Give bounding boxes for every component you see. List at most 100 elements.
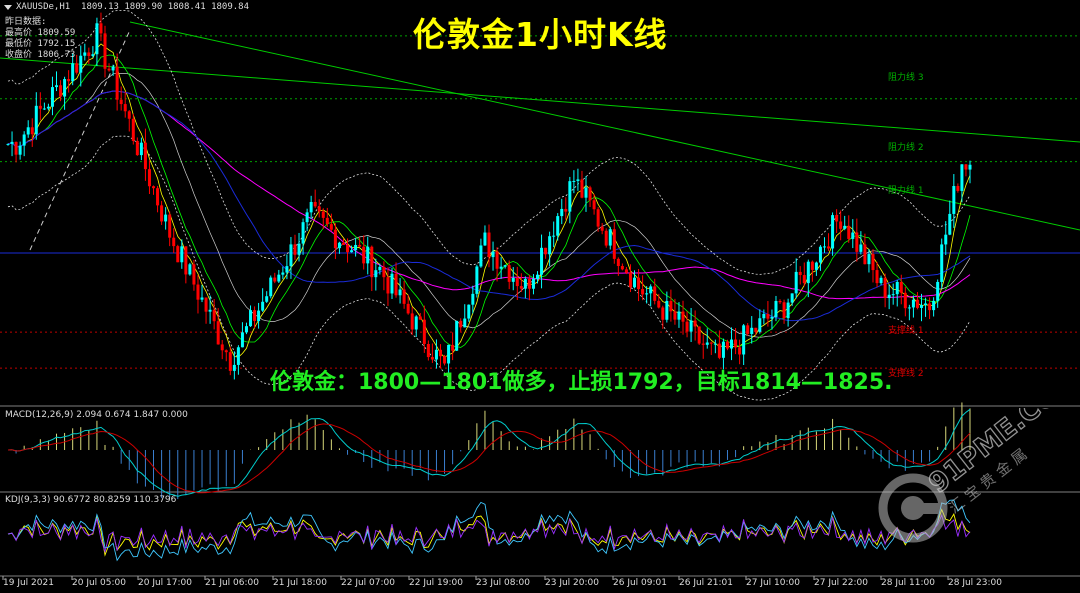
macd-label: MACD(12,26,9) 2.094 0.674 1.847 0.000	[5, 410, 188, 420]
candle-body	[79, 55, 83, 73]
candle-body	[560, 208, 564, 217]
candle-body	[511, 277, 515, 282]
candle-body	[297, 243, 301, 255]
band-mid	[7, 72, 971, 338]
candle-body	[738, 347, 742, 355]
candle-body	[924, 303, 928, 306]
candle-body	[6, 143, 10, 145]
candle-body	[410, 313, 414, 330]
candle-body	[107, 68, 111, 71]
candle-body	[576, 179, 580, 181]
candle-body	[152, 186, 156, 189]
candle-body	[301, 222, 305, 244]
candle-body	[111, 66, 115, 71]
candle-body	[782, 302, 786, 319]
candle-body	[430, 357, 434, 360]
candle-body	[249, 310, 253, 327]
candle-body	[398, 289, 402, 296]
chart-menu-icon[interactable]	[4, 5, 12, 10]
candle-body	[483, 232, 487, 246]
candle-body	[588, 187, 592, 201]
candle-body	[156, 188, 160, 206]
candle-body	[867, 254, 871, 265]
candle-body	[224, 350, 228, 353]
candle-body	[633, 277, 637, 288]
candle-body	[208, 309, 212, 312]
candle-body	[657, 300, 661, 308]
candle-body	[269, 277, 273, 297]
candle-body	[895, 281, 899, 295]
candle-body	[616, 258, 620, 267]
candle-body	[350, 250, 354, 253]
candle-body	[645, 293, 649, 295]
candle-body	[487, 232, 491, 258]
candle-body	[911, 299, 915, 308]
candle-body	[253, 310, 257, 322]
candle-body	[14, 141, 18, 155]
candle-body	[794, 271, 798, 294]
candle-body	[709, 342, 713, 344]
candle-body	[115, 66, 119, 100]
candle-body	[91, 54, 95, 56]
candle-body	[734, 339, 738, 348]
candle-body	[556, 216, 560, 236]
x-tick-label: 27 Jul 10:00	[746, 578, 800, 588]
candle-body	[810, 261, 814, 270]
candle-body	[26, 127, 30, 135]
candle-body	[459, 320, 463, 328]
kdj-k	[7, 508, 971, 557]
candle-body	[899, 281, 903, 293]
candle-body	[192, 264, 196, 285]
candle-body	[346, 244, 350, 253]
candle-body	[859, 244, 863, 252]
level-label-r2: 阻力线 2	[888, 143, 924, 153]
candle-body	[418, 316, 422, 320]
candle-body	[592, 200, 596, 210]
candle-body	[127, 111, 131, 119]
candle-body	[693, 320, 697, 327]
candle-body	[354, 244, 358, 251]
candle-body	[705, 342, 709, 345]
candle-body	[135, 140, 139, 156]
candle-body	[30, 127, 34, 135]
candle-body	[426, 343, 430, 358]
candle-body	[42, 108, 46, 110]
candle-body	[451, 344, 455, 351]
trendline-upper	[0, 57, 1080, 143]
candle-body	[362, 246, 366, 264]
candle-body	[790, 293, 794, 303]
candle-body	[180, 246, 184, 263]
candle-body	[564, 208, 568, 212]
candle-body	[507, 265, 511, 282]
info-row-low: 最低价 1792.15	[5, 39, 76, 49]
candle-body	[313, 202, 317, 207]
candle-body	[568, 181, 572, 212]
trendline-lower	[129, 21, 1080, 231]
candle-body	[386, 277, 390, 294]
candle-body	[491, 251, 495, 258]
candles	[6, 12, 972, 380]
candle-body	[552, 235, 556, 237]
level-label-r3: 阻力线 3	[888, 73, 924, 83]
candle-body	[596, 209, 600, 227]
candle-body	[265, 296, 269, 302]
candle-body	[325, 217, 329, 225]
candle-body	[548, 236, 552, 255]
candle-body	[855, 232, 859, 252]
candle-body	[907, 307, 911, 309]
candle-body	[414, 316, 418, 330]
candle-body	[147, 169, 151, 187]
candle-body	[257, 310, 261, 322]
candle-body	[228, 352, 232, 371]
candle-body	[774, 300, 778, 317]
candle-body	[123, 104, 127, 112]
candle-body	[495, 251, 499, 269]
candle-body	[63, 79, 67, 97]
x-tick-label: 27 Jul 22:00	[814, 578, 868, 588]
candle-body	[212, 309, 216, 322]
candle-body	[956, 186, 960, 191]
candle-body	[38, 105, 42, 109]
candle-body	[434, 349, 438, 360]
candle-body	[370, 246, 374, 278]
candle-body	[806, 261, 810, 284]
